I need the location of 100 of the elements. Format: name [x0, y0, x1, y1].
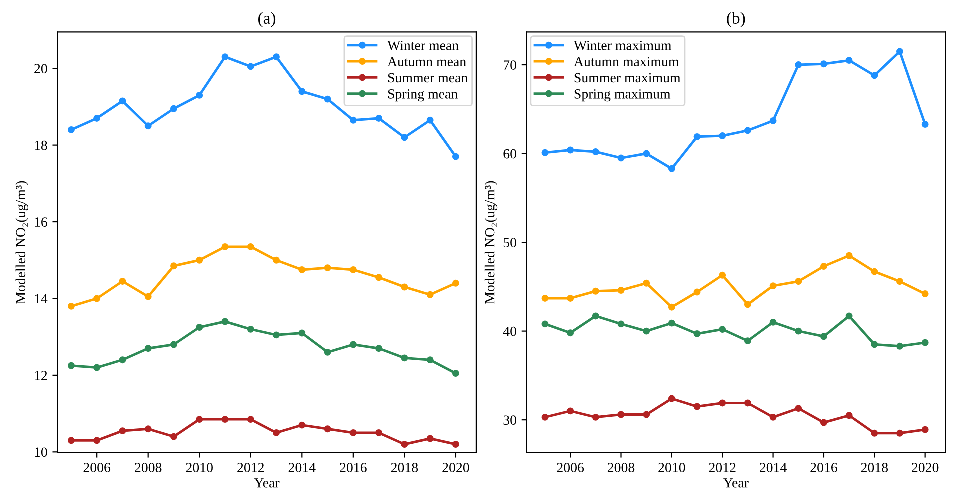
point	[452, 153, 460, 160]
point	[922, 426, 929, 434]
point	[871, 430, 878, 437]
point	[298, 330, 306, 337]
point	[567, 330, 574, 337]
point	[144, 293, 152, 300]
point	[196, 416, 204, 424]
x-tick-label: 2012	[709, 463, 736, 472]
point	[770, 414, 777, 421]
x-tick-label: 2008	[135, 463, 162, 472]
point	[376, 430, 383, 436]
point	[170, 105, 178, 112]
point	[770, 117, 777, 124]
y-tick-label: 18	[35, 140, 48, 150]
point	[247, 243, 254, 250]
point	[795, 278, 802, 286]
legend-label: Winter maximum	[574, 41, 672, 50]
point	[542, 320, 549, 328]
point	[144, 426, 152, 433]
point	[820, 419, 828, 426]
point	[376, 115, 383, 122]
point	[350, 341, 357, 348]
point	[170, 262, 178, 270]
point	[618, 287, 625, 294]
y-tick-label: 70	[504, 60, 516, 70]
point	[452, 280, 460, 287]
point	[68, 126, 75, 134]
point	[592, 288, 600, 295]
legend-label: Autumn maximum	[574, 57, 680, 67]
point	[170, 433, 178, 440]
point	[694, 330, 701, 338]
point	[567, 408, 574, 415]
x-tick-label: 2020	[912, 463, 939, 472]
point	[922, 121, 929, 128]
y-tick-label: 12	[35, 371, 48, 380]
point	[94, 115, 101, 122]
point	[222, 318, 229, 326]
point	[426, 116, 434, 124]
point	[896, 48, 904, 56]
legend-label: Summer mean	[388, 73, 468, 83]
point	[68, 437, 75, 444]
x-tick-label: 2006	[557, 463, 584, 472]
point	[144, 122, 152, 130]
point	[770, 282, 777, 290]
point	[542, 149, 549, 156]
point	[324, 264, 332, 272]
legend-label: Winter mean	[388, 41, 459, 50]
point	[592, 312, 600, 320]
point	[222, 54, 229, 61]
legend-label: Spring mean	[388, 89, 458, 102]
point	[196, 92, 204, 99]
point	[273, 332, 280, 339]
y-tick-label: 14	[35, 294, 48, 304]
x-tick-label: 2016	[340, 463, 367, 472]
point	[273, 256, 280, 264]
point	[68, 362, 75, 370]
point	[426, 435, 434, 442]
point	[719, 400, 726, 407]
point	[922, 339, 929, 346]
point	[871, 268, 878, 276]
point	[144, 345, 152, 352]
y-tick-label: 20	[34, 64, 48, 74]
point	[744, 400, 752, 407]
point	[820, 263, 828, 270]
x-tick-label: 2014	[288, 463, 316, 472]
x-tick-label: 2008	[608, 463, 635, 472]
y-tick-label: 50	[504, 238, 516, 248]
point	[298, 422, 306, 429]
point	[846, 57, 853, 64]
point	[871, 72, 878, 80]
x-tick-label: 2016	[810, 463, 838, 472]
point	[452, 441, 460, 448]
point	[196, 324, 204, 331]
point	[643, 411, 650, 418]
y-axis-title: Modelled NO₂(ug/m³)	[484, 181, 498, 304]
point	[222, 416, 229, 424]
point	[273, 54, 280, 61]
point	[694, 403, 701, 410]
point	[846, 312, 853, 320]
point	[324, 426, 332, 433]
point	[592, 148, 600, 156]
point	[643, 150, 650, 158]
point	[376, 274, 383, 282]
legend-label: Autumn mean	[388, 57, 466, 67]
point	[94, 364, 101, 372]
y-tick-label: 40	[503, 326, 516, 336]
point	[896, 278, 904, 286]
y-tick-label: 30	[504, 416, 516, 426]
point	[744, 301, 752, 308]
y-tick-label: 16	[35, 218, 48, 227]
point	[68, 302, 75, 310]
chart-title: (a)	[258, 12, 276, 28]
point	[542, 295, 549, 302]
y-axis-title: Modelled NO₂(ug/m³)	[16, 181, 28, 304]
point	[298, 266, 306, 274]
legend-label: Spring maximum	[574, 89, 671, 102]
point	[820, 60, 828, 68]
point	[426, 356, 434, 364]
point	[719, 326, 726, 334]
point	[401, 284, 408, 291]
